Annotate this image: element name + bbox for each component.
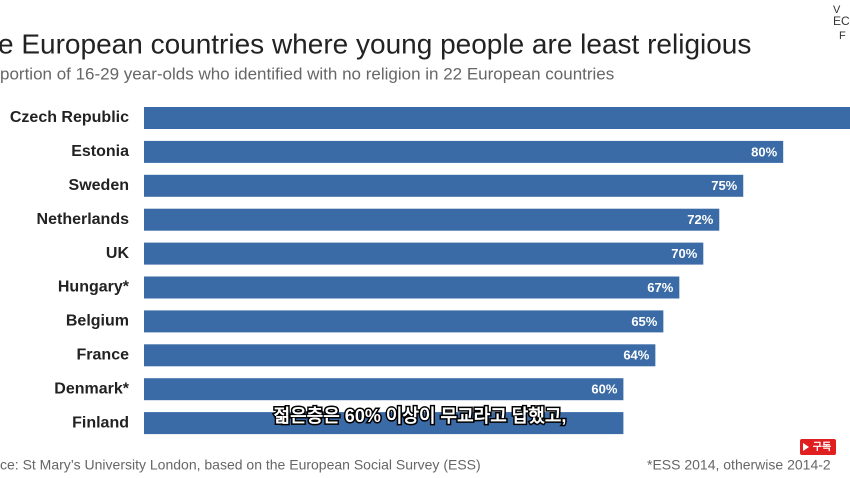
y-tick-label: Denmark*: [54, 380, 129, 397]
y-tick-label: Hungary*: [58, 279, 130, 296]
logo-text: F: [839, 30, 846, 42]
value-label: 72%: [687, 212, 713, 227]
source: ce: St Mary’s University London, based o…: [0, 457, 481, 473]
bar: [144, 276, 680, 299]
value-label: 65%: [631, 314, 657, 329]
subscribe-label[interactable]: 구독: [813, 441, 831, 453]
y-tick-label: Sweden: [69, 177, 129, 194]
bar: [144, 412, 624, 435]
bar: [144, 140, 784, 163]
y-tick-label: Belgium: [66, 313, 129, 330]
y-tick-label: France: [77, 347, 130, 364]
y-tick-label: Finland: [72, 414, 129, 431]
value-label: 70%: [671, 246, 697, 261]
bar: [144, 310, 664, 333]
logo-text: EC: [833, 14, 850, 28]
note: *ESS 2014, otherwise 2014-2: [647, 457, 831, 473]
bar: [144, 208, 720, 231]
chart-subtitle: portion of 16-29 year-olds who identifie…: [0, 64, 614, 83]
chart-title: e European countries where young people …: [0, 28, 751, 59]
bar: [144, 242, 704, 265]
play-icon: [803, 443, 809, 451]
video-caption: 젊은층은 60% 이상이 무교라고 답했고,: [274, 406, 567, 426]
y-tick-label: Estonia: [71, 143, 129, 160]
bar: [144, 344, 656, 367]
value-label: 67%: [647, 280, 673, 295]
y-tick-label: UK: [106, 245, 130, 262]
y-tick-label: Netherlands: [37, 211, 130, 228]
y-tick-label: Czech Republic: [10, 109, 129, 126]
bar: [144, 378, 624, 401]
plot: Czech Republic91Estonia80%Sweden75%Nethe…: [10, 107, 850, 435]
subscribe-button[interactable]: 구독: [800, 439, 836, 455]
value-label: 64%: [623, 348, 649, 363]
subscribe-background[interactable]: [800, 439, 836, 455]
value-label: 75%: [711, 178, 737, 193]
bar: [144, 107, 850, 129]
value-label: 80%: [751, 144, 777, 159]
logo-text: V: [833, 4, 841, 16]
value-label: 60%: [591, 382, 617, 397]
bar: [144, 174, 744, 197]
